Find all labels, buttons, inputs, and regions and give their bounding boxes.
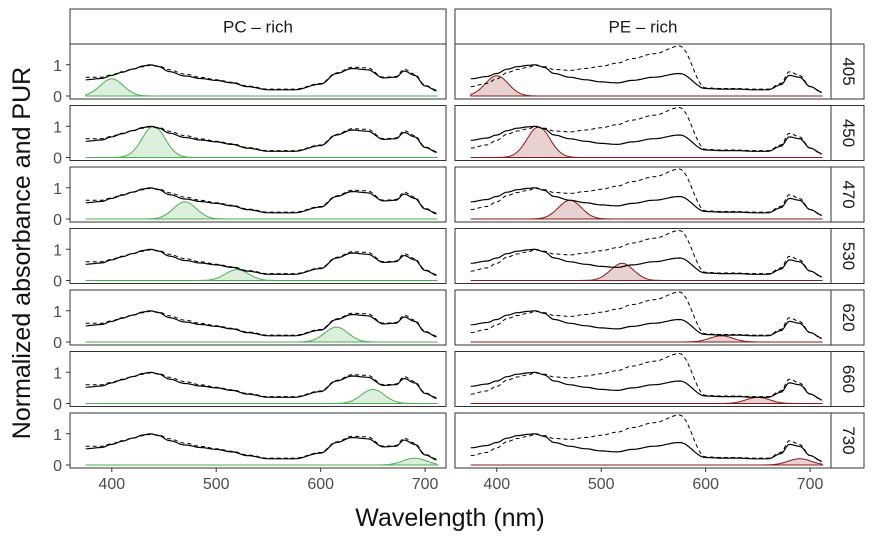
absorbance-solid-line	[470, 248, 822, 278]
x-tick-label: 600	[692, 476, 719, 493]
facet-panel	[69, 228, 447, 284]
absorbance-dashed-line	[470, 45, 822, 94]
pur-series-area	[85, 201, 438, 220]
absorbance-dashed-line	[470, 106, 822, 155]
x-tick-label: 700	[412, 476, 439, 493]
y-tick-label: 1	[53, 427, 62, 444]
facet-strip-row	[830, 228, 865, 284]
y-tick-label: 1	[53, 242, 62, 259]
x-tick-label: 400	[98, 476, 125, 493]
facet-strip-column	[69, 8, 447, 45]
absorbance-solid-line	[85, 371, 437, 399]
facet-strip-row	[830, 289, 865, 346]
pur-series-area	[85, 125, 438, 158]
pur-series-area	[470, 126, 823, 158]
y-tick-label: 1	[53, 58, 62, 75]
facet-strip-column	[454, 8, 832, 45]
facet-strip-column-label: PC – rich	[223, 18, 293, 37]
absorbance-solid-line	[470, 187, 822, 216]
absorbance-solid-line	[470, 64, 822, 93]
facet-panel	[69, 289, 447, 346]
pur-series-area	[470, 75, 823, 97]
pur-series-area	[470, 199, 823, 220]
y-tick-label: 0	[53, 89, 62, 106]
y-tick-label: 1	[53, 365, 62, 382]
facet-strip-row-label: 620	[839, 303, 858, 331]
pur-series-area	[85, 326, 438, 343]
facet-strip-row	[830, 105, 865, 161]
facet-strip-row-label: 660	[839, 365, 858, 393]
facet-strip-row	[830, 351, 865, 407]
absorbance-dashed-line	[470, 168, 822, 217]
pur-series-area	[470, 458, 824, 466]
y-tick-label: 0	[53, 212, 62, 229]
pur-series-area	[85, 457, 439, 466]
facet-panel	[69, 412, 447, 469]
y-tick-label: 0	[53, 335, 62, 352]
facet-strip-row-label: 470	[839, 180, 858, 208]
pur-series-area	[470, 396, 823, 404]
absorbance-solid-line	[85, 248, 437, 276]
x-tick-label: 600	[307, 476, 334, 493]
y-tick-label: 0	[53, 458, 62, 475]
x-tick-label: 700	[797, 476, 824, 493]
pur-series-area	[85, 78, 438, 97]
facet-strip-row-label: 450	[839, 119, 858, 147]
facet-strip-row-label: 405	[839, 57, 858, 85]
facet-strip-row	[830, 412, 865, 469]
absorbance-dashed-line	[470, 352, 822, 401]
facet-strip-column-label: PE – rich	[609, 18, 678, 37]
y-axis-label: Normalized absorbance and PUR	[8, 67, 36, 439]
pur-series-area	[470, 335, 823, 343]
facet-panel	[69, 43, 447, 100]
absorbance-solid-line	[85, 433, 437, 461]
pur-series-area	[470, 262, 823, 281]
y-tick-label: 1	[53, 304, 62, 321]
y-tick-label: 0	[53, 274, 62, 291]
facet-strip-row-label: 530	[839, 242, 858, 270]
x-axis-label: Wavelength (nm)	[355, 504, 544, 532]
absorbance-solid-line	[85, 125, 437, 153]
y-tick-label: 0	[53, 397, 62, 414]
absorbance-solid-line	[85, 310, 437, 338]
absorbance-solid-line	[470, 371, 822, 401]
absorbance-solid-line	[470, 433, 822, 462]
y-tick-label: 1	[53, 119, 62, 136]
facet-strip-row	[830, 43, 865, 100]
absorbance-dashed-line	[470, 229, 822, 278]
facet-panel	[69, 166, 447, 223]
absorbance-solid-line	[85, 187, 437, 215]
facet-strip-row-label: 730	[839, 426, 858, 454]
absorbance-solid-line	[85, 64, 437, 92]
x-tick-label: 500	[203, 476, 230, 493]
x-tick-label: 500	[588, 476, 615, 493]
plot-area: PC – rich PE – rich 0 1 405 0 1 450 0 1 470 0 1 530 0 1…	[53, 8, 865, 493]
absorbance-solid-line	[470, 125, 822, 155]
y-tick-label: 1	[53, 181, 62, 198]
x-tick-label: 400	[483, 476, 510, 493]
facet-strip-row	[830, 166, 865, 223]
absorbance-dashed-line	[470, 414, 822, 463]
pur-series-area	[85, 389, 438, 404]
facet-panel	[69, 351, 447, 407]
y-tick-label: 0	[53, 151, 62, 168]
absorbance-dashed-line	[470, 291, 822, 340]
pur-series-area	[85, 269, 438, 281]
absorbance-solid-line	[470, 310, 822, 339]
